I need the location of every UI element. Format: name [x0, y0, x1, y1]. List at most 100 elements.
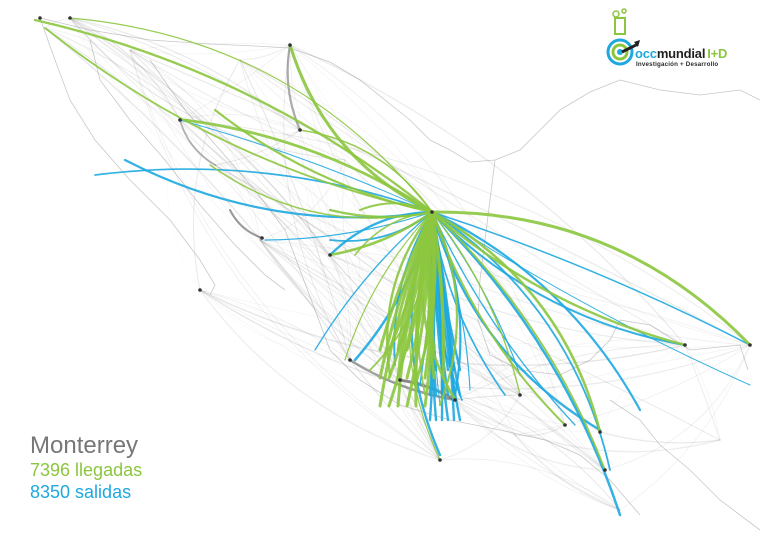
background-flow — [44, 27, 351, 361]
arrival-flow — [430, 210, 602, 434]
background-flow — [289, 44, 566, 426]
logo-id: I+D — [707, 46, 728, 61]
arrival-flow — [344, 211, 433, 361]
background-flow — [69, 17, 181, 121]
background-flow — [454, 399, 606, 471]
background-flow — [514, 424, 566, 437]
background-flow — [69, 17, 521, 396]
background-flow — [684, 344, 721, 441]
background-flow — [439, 394, 521, 461]
departure-flow — [431, 211, 751, 346]
background-flow — [604, 344, 751, 471]
background-flow — [599, 431, 721, 444]
background-flow — [684, 344, 721, 441]
background-flow — [129, 49, 441, 461]
arrival-flow — [405, 210, 434, 408]
logo-mundial: mundial — [656, 46, 706, 61]
background-flow — [329, 254, 601, 433]
background-flow — [239, 59, 351, 361]
logo-tagline: Investigación + Desarrollo — [636, 61, 719, 68]
background-flow — [619, 344, 751, 511]
arrival-flow — [430, 210, 752, 347]
coastline-florida — [619, 79, 761, 101]
background-flow — [44, 27, 351, 361]
background-flow — [289, 44, 566, 426]
arrival-flow — [431, 211, 521, 396]
background-flow — [179, 119, 301, 141]
background-flow — [69, 17, 456, 401]
background-flow — [289, 44, 361, 361]
arrival-flow — [378, 210, 434, 408]
arrival-flow — [431, 211, 606, 471]
background-flow — [69, 17, 301, 131]
arrival-flow — [396, 210, 434, 408]
background-flow — [129, 49, 456, 401]
background-flow — [214, 164, 441, 461]
background-flow — [199, 289, 351, 361]
city-nodes — [38, 16, 752, 472]
background-flow — [454, 339, 686, 401]
city-node — [38, 16, 42, 20]
background-flow — [239, 44, 291, 61]
departure-flow — [431, 211, 686, 346]
background-flow — [199, 289, 566, 426]
background-flow — [69, 17, 346, 161]
legend-arrivals: 7396 llegadas — [30, 460, 143, 481]
background-flow — [514, 434, 621, 511]
city-node — [563, 423, 567, 427]
arrival-flow — [431, 211, 566, 426]
city-node — [518, 393, 522, 397]
arrival-flow — [183, 118, 434, 214]
background-flow — [199, 289, 751, 349]
departure-flow — [179, 119, 433, 213]
background-flow — [179, 119, 751, 346]
arrival-flow — [386, 210, 434, 377]
background-flow — [259, 239, 401, 381]
city-node — [748, 343, 752, 347]
background-flow — [283, 44, 351, 361]
coastline-baja-gulf — [89, 39, 286, 291]
background-flow — [349, 359, 441, 461]
background-flow — [259, 239, 441, 461]
background-flow — [69, 17, 606, 471]
background-flow — [399, 379, 441, 461]
city-node — [438, 458, 442, 462]
background-flow — [229, 209, 263, 239]
coastline-north-border — [39, 17, 621, 163]
background-flow — [359, 209, 606, 471]
logo-wordmark: occmundial I+D — [635, 46, 727, 61]
background-flow — [289, 44, 686, 346]
background-flow — [69, 17, 301, 131]
background-flow — [286, 43, 302, 132]
background-flow — [69, 17, 301, 131]
coastline-baja-pacific — [39, 17, 216, 296]
background-flow — [239, 59, 686, 346]
background-flow — [214, 164, 606, 471]
background-flow — [349, 359, 441, 461]
departure-flow — [94, 168, 433, 213]
background-flow — [514, 344, 751, 436]
arrival-flow — [299, 129, 433, 213]
legend-departures: 8350 salidas — [30, 481, 132, 502]
background-flow — [192, 59, 241, 291]
arrival-flow — [288, 43, 434, 214]
background-flow — [199, 289, 601, 433]
arrival-flow — [69, 17, 433, 213]
background-flow — [179, 119, 441, 461]
city-node — [683, 343, 687, 347]
background-flow — [179, 44, 291, 121]
background-flow — [214, 129, 301, 166]
background-flow — [44, 27, 181, 121]
arrival-flow — [414, 210, 434, 408]
arrival-flow — [430, 210, 445, 380]
background-flow — [454, 399, 721, 453]
background-flow — [454, 344, 686, 401]
departure-flow — [314, 211, 433, 351]
departure-flow — [328, 210, 434, 257]
city-node — [348, 358, 352, 362]
background-flow — [259, 239, 516, 436]
background-flow — [329, 254, 721, 441]
arrival-flow — [328, 208, 434, 218]
